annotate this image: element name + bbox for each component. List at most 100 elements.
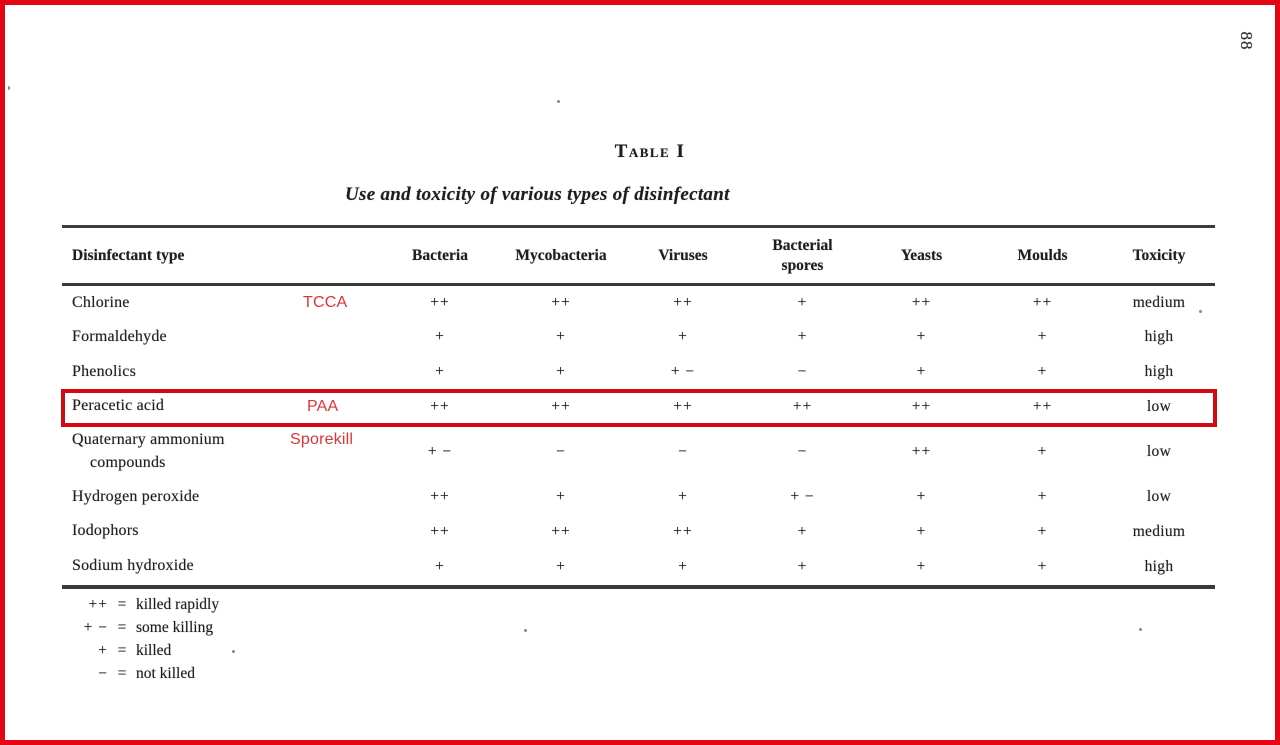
disinfectant-name: Quaternary ammonium compounds (72, 431, 225, 471)
scan-speck (232, 650, 235, 653)
legend-equals-sign: = (117, 619, 127, 636)
efficacy-cell-viruses: ++ (673, 293, 693, 311)
scan-speck (524, 629, 527, 632)
toxicity-cell: low (1146, 442, 1172, 460)
table-legend: ++ = killed rapidly + − = some killing + = kille… (78, 593, 219, 685)
toxicity-cell: high (1144, 363, 1174, 380)
toxicity-cell: high (1144, 328, 1174, 345)
toxicity-cell: high (1103, 548, 1215, 589)
efficacy-cell-bacteria: ++ (430, 488, 450, 505)
column-header-bacterial-spores: Bacterial spores (744, 225, 861, 286)
legend-equals-sign: = (117, 596, 127, 613)
legend-symbol: − (98, 665, 108, 682)
efficacy-cell-viruses: + (622, 548, 744, 589)
legend-line: − = not killed (78, 662, 219, 685)
scan-speck (1199, 310, 1202, 313)
disinfectant-name-cell: Iodophors (62, 515, 380, 549)
efficacy-cell-bacteria: ++ (430, 522, 450, 540)
efficacy-cell-viruses: − (678, 442, 688, 460)
table-row: Iodophors ++ ++ ++ + + + medium (62, 515, 1215, 549)
table-row: Chlorine TCCA ++ ++ ++ + ++ ++ medium (62, 285, 1215, 320)
efficacy-cell-bacteria: + − (427, 442, 453, 460)
legend-symbol: + − (83, 619, 108, 636)
efficacy-cell-bacteria: ++ (430, 293, 450, 311)
disinfectant-name: Sodium hydroxide (72, 557, 194, 575)
efficacy-cell-mycobacteria: + (556, 363, 566, 380)
red-annotation-label: PAA (307, 397, 339, 415)
efficacy-cell-yeasts: + (861, 548, 982, 589)
efficacy-cell-yeasts: + (916, 488, 927, 505)
efficacy-cell-yeasts: ++ (911, 442, 932, 460)
scan-speck (557, 100, 560, 103)
column-header-mycobacteria: Mycobacteria (500, 225, 622, 286)
table-header-row: Disinfectant type Bacteria Mycobacteria Vir… (62, 225, 1215, 286)
efficacy-cell-bacterial_spores: − (797, 363, 808, 380)
table-row: Hydrogen peroxide ++ + + + − + + low (62, 480, 1215, 515)
scan-speck (1139, 628, 1142, 631)
table-row: Peracetic acid PAA ++ ++ ++ ++ ++ ++ low (62, 390, 1215, 424)
scan-speck (8, 86, 10, 90)
efficacy-cell-bacterial_spores: + (797, 522, 808, 540)
efficacy-cell-yeasts: + (916, 363, 927, 380)
disinfectant-name-cell: Hydrogen peroxide (62, 480, 380, 515)
disinfectant-name: Formaldehyde (72, 327, 167, 345)
efficacy-cell-mycobacteria: + (556, 328, 566, 345)
efficacy-cell-bacteria: + (435, 328, 445, 345)
efficacy-cell-mycobacteria: + (500, 548, 622, 589)
column-header-yeasts: Yeasts (861, 225, 982, 286)
legend-line: + = killed (78, 639, 219, 662)
efficacy-cell-viruses: ++ (673, 522, 693, 540)
efficacy-cell-bacterial_spores: + − (790, 488, 815, 505)
efficacy-cell-mycobacteria: − (556, 442, 566, 460)
disinfectant-name-cell: Quaternary ammonium compounds Sporekill (62, 424, 380, 480)
disinfectant-name-cell: Formaldehyde (62, 320, 380, 355)
table-title: Table I (614, 141, 686, 162)
efficacy-cell-moulds: + (1037, 522, 1048, 540)
column-header-toxicity: Toxicity (1103, 225, 1215, 286)
disinfectant-name-cell: Sodium hydroxide (62, 548, 380, 589)
legend-equals-sign: = (117, 642, 127, 659)
efficacy-cell-moulds: + (1037, 442, 1048, 460)
efficacy-cell-bacterial_spores: − (797, 442, 808, 460)
legend-meaning: not killed (136, 665, 195, 682)
table-subtitle: Use and toxicity of various types of dis… (345, 184, 730, 205)
efficacy-cell-yeasts: ++ (911, 293, 932, 311)
efficacy-cell-yeasts: + (916, 328, 927, 345)
table-row: Phenolics + + + − − + + high (62, 355, 1215, 390)
efficacy-cell-bacteria: + (380, 548, 500, 589)
efficacy-cell-bacteria: ++ (430, 397, 450, 415)
efficacy-cell-moulds: + (982, 548, 1103, 589)
efficacy-cell-mycobacteria: ++ (551, 293, 571, 311)
efficacy-cell-mycobacteria: + (556, 488, 566, 505)
efficacy-cell-viruses: + − (670, 363, 696, 380)
efficacy-cell-bacterial_spores: + (797, 293, 808, 311)
column-header-bacteria: Bacteria (380, 225, 500, 286)
toxicity-cell: low (1146, 397, 1172, 415)
red-annotation-label: Sporekill (290, 430, 354, 448)
disinfectant-name: Chlorine (72, 293, 130, 311)
efficacy-cell-moulds: + (1037, 488, 1048, 505)
efficacy-cell-viruses: + (678, 328, 688, 345)
page-number: 88 (1237, 31, 1256, 51)
disinfectant-name: Iodophors (72, 522, 139, 540)
efficacy-cell-moulds: + (1037, 328, 1048, 345)
efficacy-cell-viruses: ++ (673, 397, 693, 415)
disinfectant-name-cell: Phenolics (62, 355, 380, 390)
efficacy-cell-mycobacteria: ++ (551, 397, 571, 415)
efficacy-cell-bacterial_spores: + (797, 328, 808, 345)
efficacy-cell-yeasts: + (916, 522, 927, 540)
legend-line: ++ = killed rapidly (78, 593, 220, 616)
efficacy-cell-bacteria: + (435, 363, 445, 380)
legend-meaning: killed rapidly (136, 596, 220, 613)
column-header-viruses: Viruses (622, 225, 744, 286)
disinfectant-name: Phenolics (72, 362, 137, 380)
table-body: Chlorine TCCA ++ ++ ++ + ++ ++ medium Formaldehyd… (62, 285, 1215, 589)
column-header-moulds: Moulds (982, 225, 1103, 286)
disinfectant-name: Peracetic acid (72, 397, 165, 415)
table-row: Formaldehyde + + + + + + high (62, 320, 1215, 355)
efficacy-cell-moulds: ++ (1032, 293, 1053, 311)
toxicity-cell: medium (1132, 293, 1186, 311)
table-row: Sodium hydroxide + + + + + + high (62, 548, 1215, 589)
disinfectant-name-cell: Peracetic acid PAA (62, 390, 380, 424)
legend-symbol: ++ (88, 596, 108, 613)
